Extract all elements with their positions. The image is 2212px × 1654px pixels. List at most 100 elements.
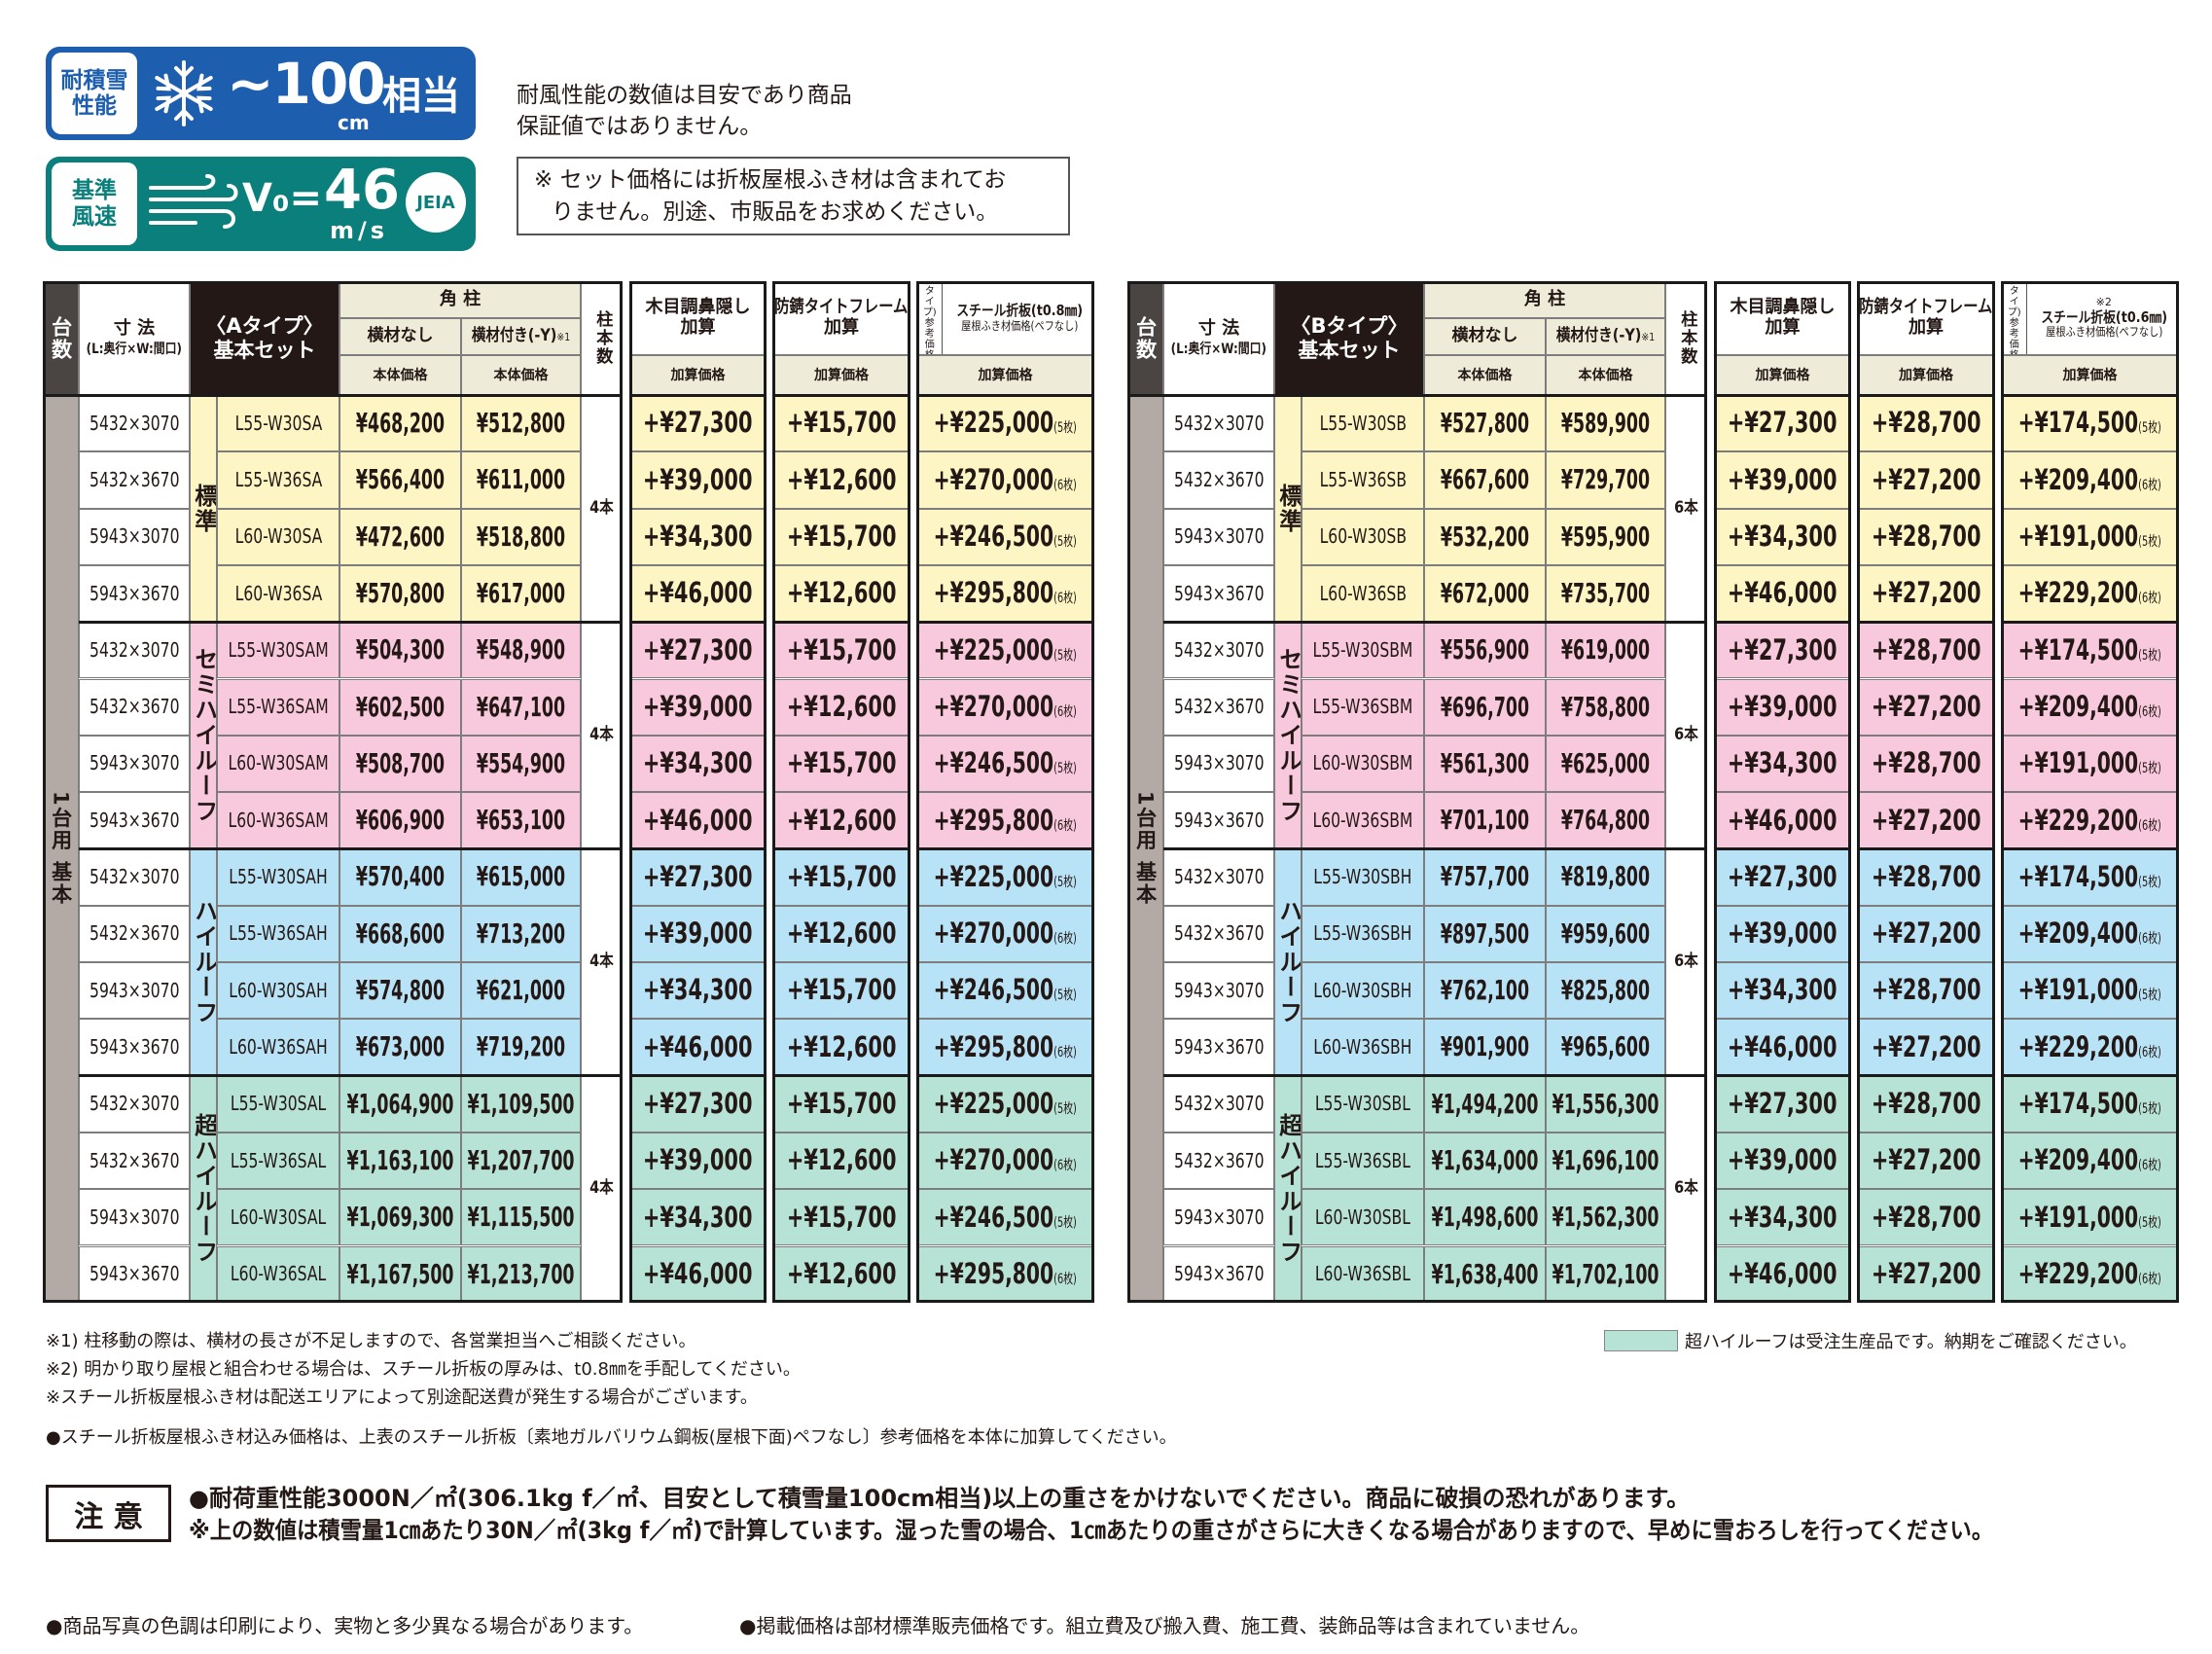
cell-line: 5943×3670 [89, 809, 179, 832]
cell-text: (6枚) [1053, 1271, 1078, 1287]
cell-text: (5枚) [1053, 1101, 1078, 1118]
cell-text: ¥653,100 [476, 804, 566, 837]
cell-line: ¥673,000 [356, 1031, 445, 1062]
cell-line: +¥295,800(6枚) [934, 577, 1077, 609]
top-note: 耐風性能の数値は目安であり商品 保証値ではありません。 [517, 80, 852, 142]
cell-text: +¥27,200 [1871, 689, 1981, 723]
price-cell: ¥825,800 [1546, 962, 1665, 1020]
cell-line: 1台用 基本 [1133, 791, 1158, 906]
cell-text: L60-W30SAH [229, 978, 328, 1002]
cell-text: ¥764,800 [1560, 804, 1651, 837]
adder-cell: +¥225,000(5枚) [916, 622, 1094, 679]
cell-text: +¥229,200 [2017, 576, 2139, 610]
cell-line: L55-W36SBL [1315, 1149, 1410, 1172]
cell-line: +¥12,600 [787, 1257, 897, 1290]
cell-text: (6枚) [2138, 1271, 2162, 1287]
notice-line: りません。別途、市販品をお求めください。 [552, 199, 999, 225]
cell-text: (Bタイプ) [2007, 282, 2021, 318]
adder-cell: +¥295,800(6枚) [916, 564, 1094, 623]
cell-line: ¥764,800 [1561, 805, 1650, 836]
cell-line: 加算価格 [671, 366, 726, 383]
cell-text: +¥39,000 [643, 462, 753, 496]
note-line: 保証値ではありません。 [517, 114, 763, 139]
snow-suffix: 相当 [382, 74, 460, 119]
cell-line: L55-W30SAL [231, 1093, 326, 1115]
cell-line: L55-W30SA [234, 412, 322, 435]
cell-text: ¥625,000 [1560, 746, 1651, 779]
cell-text: ¥574,800 [355, 974, 446, 1007]
cell-text: 5432×3670 [89, 1148, 180, 1172]
cell-text: +¥34,300 [1728, 973, 1837, 1007]
size-cell: 5943×3070 [1163, 1189, 1274, 1246]
cell-text: L55-W36SB [1319, 467, 1407, 491]
cell-text: ¥617,000 [476, 576, 566, 609]
price-cell: ¥1,163,100 [339, 1132, 461, 1190]
cell-line: +¥27,300 [643, 860, 753, 893]
price-cell: ¥512,800 [461, 395, 581, 452]
price-cell: ¥556,900 [1424, 622, 1546, 679]
cell-line: ¥504,300 [356, 634, 445, 665]
cell-line: 5432×3670 [1174, 1149, 1264, 1172]
rule [2001, 393, 2179, 397]
cell-text: 5943×3670 [1173, 1262, 1265, 1286]
cell-text: +¥12,600 [786, 1143, 897, 1177]
cell-line: L55-W30SBM [1313, 638, 1413, 662]
header-cell: 横材なし [1424, 318, 1546, 355]
cell-line: +¥12,600 [787, 577, 897, 609]
cell-line: 加算価格 [814, 366, 869, 383]
adder-cell: +¥225,000(5枚) [916, 848, 1094, 906]
model-cell: L55-W36SBM [1302, 678, 1424, 736]
cell-line: 5943×3070 [89, 752, 179, 774]
rule [629, 393, 767, 397]
cell-text: +¥174,500 [2017, 406, 2139, 440]
price-cell: ¥619,000 [1546, 622, 1665, 679]
cell-text: ¥1,064,900 [346, 1087, 454, 1120]
steel-type: (Bタイプ)参考価格 [2002, 282, 2027, 354]
group-label: 標準 [190, 395, 217, 623]
cell-text: (5枚) [2138, 988, 2162, 1004]
cell-line: L60-W30SB [1319, 525, 1406, 548]
cell-line: ¥595,900 [1561, 521, 1650, 553]
price-cell: ¥673,000 [339, 1019, 461, 1076]
adder-cell: +¥12,600 [772, 564, 910, 623]
cell-line: 柱本数 [592, 310, 612, 366]
cell-text: L60-W36SBM [1312, 808, 1413, 832]
cell-text: +¥295,800 [933, 803, 1054, 837]
cell-text: 5432×3070 [89, 637, 180, 662]
adder-cell: +¥295,800(6枚) [916, 1019, 1094, 1076]
cell-text: ¥1,696,100 [1552, 1143, 1659, 1176]
cell-line: ¥532,200 [1441, 521, 1529, 553]
cell-text: +¥15,700 [786, 520, 897, 554]
price-cell: ¥713,200 [461, 905, 581, 962]
model-cell: L60-W36SA [217, 564, 339, 623]
cell-text: ¥735,700 [1560, 576, 1651, 609]
cell-line: +¥39,000 [1728, 690, 1837, 723]
cell-line: +¥15,700 [787, 860, 897, 893]
cell-line: +¥225,000(5枚) [934, 860, 1077, 893]
header-cell: 柱本数 [1665, 281, 1707, 395]
cell-text: 加算価格 [978, 368, 1033, 384]
cell-line: 5943×3070 [1174, 1205, 1264, 1229]
cell-line: ¥819,800 [1561, 861, 1650, 892]
cell-line: ¥696,700 [1441, 691, 1529, 723]
header-cell: 柱本数 [581, 281, 623, 395]
price-cell: ¥561,300 [1424, 735, 1546, 793]
cell-text: (5枚) [2138, 420, 2162, 437]
rule [916, 846, 1094, 850]
cell-text: ¥758,800 [1560, 690, 1651, 723]
cell-line: 5432×3670 [89, 468, 179, 491]
cell-line: 4本 [589, 498, 614, 519]
group-label: 超ハイルーフ [1274, 1075, 1302, 1303]
cell-line: 横材なし [368, 326, 434, 346]
header-cell: 寸 法 (L:奥行×W:間口) [79, 281, 190, 395]
model-cell: L55-W36SBL [1302, 1132, 1424, 1190]
adder-cell: +¥209,400(6枚) [2001, 1132, 2179, 1190]
cell-text: 加算 [824, 317, 859, 338]
header-cell: (Aタイプ)参考価格スチール折板(t0.8㎜)屋根ふき材価格(ペフなし) [916, 281, 1094, 355]
cell-line: ¥1,556,300 [1552, 1088, 1659, 1120]
cell-line: +¥39,000 [643, 690, 753, 723]
model-cell: L55-W30SAL [217, 1075, 339, 1133]
cell-text: 5943×3070 [1173, 751, 1265, 775]
size-cell: 5943×3670 [1163, 1019, 1274, 1076]
cell-text: ¥1,562,300 [1552, 1201, 1659, 1234]
